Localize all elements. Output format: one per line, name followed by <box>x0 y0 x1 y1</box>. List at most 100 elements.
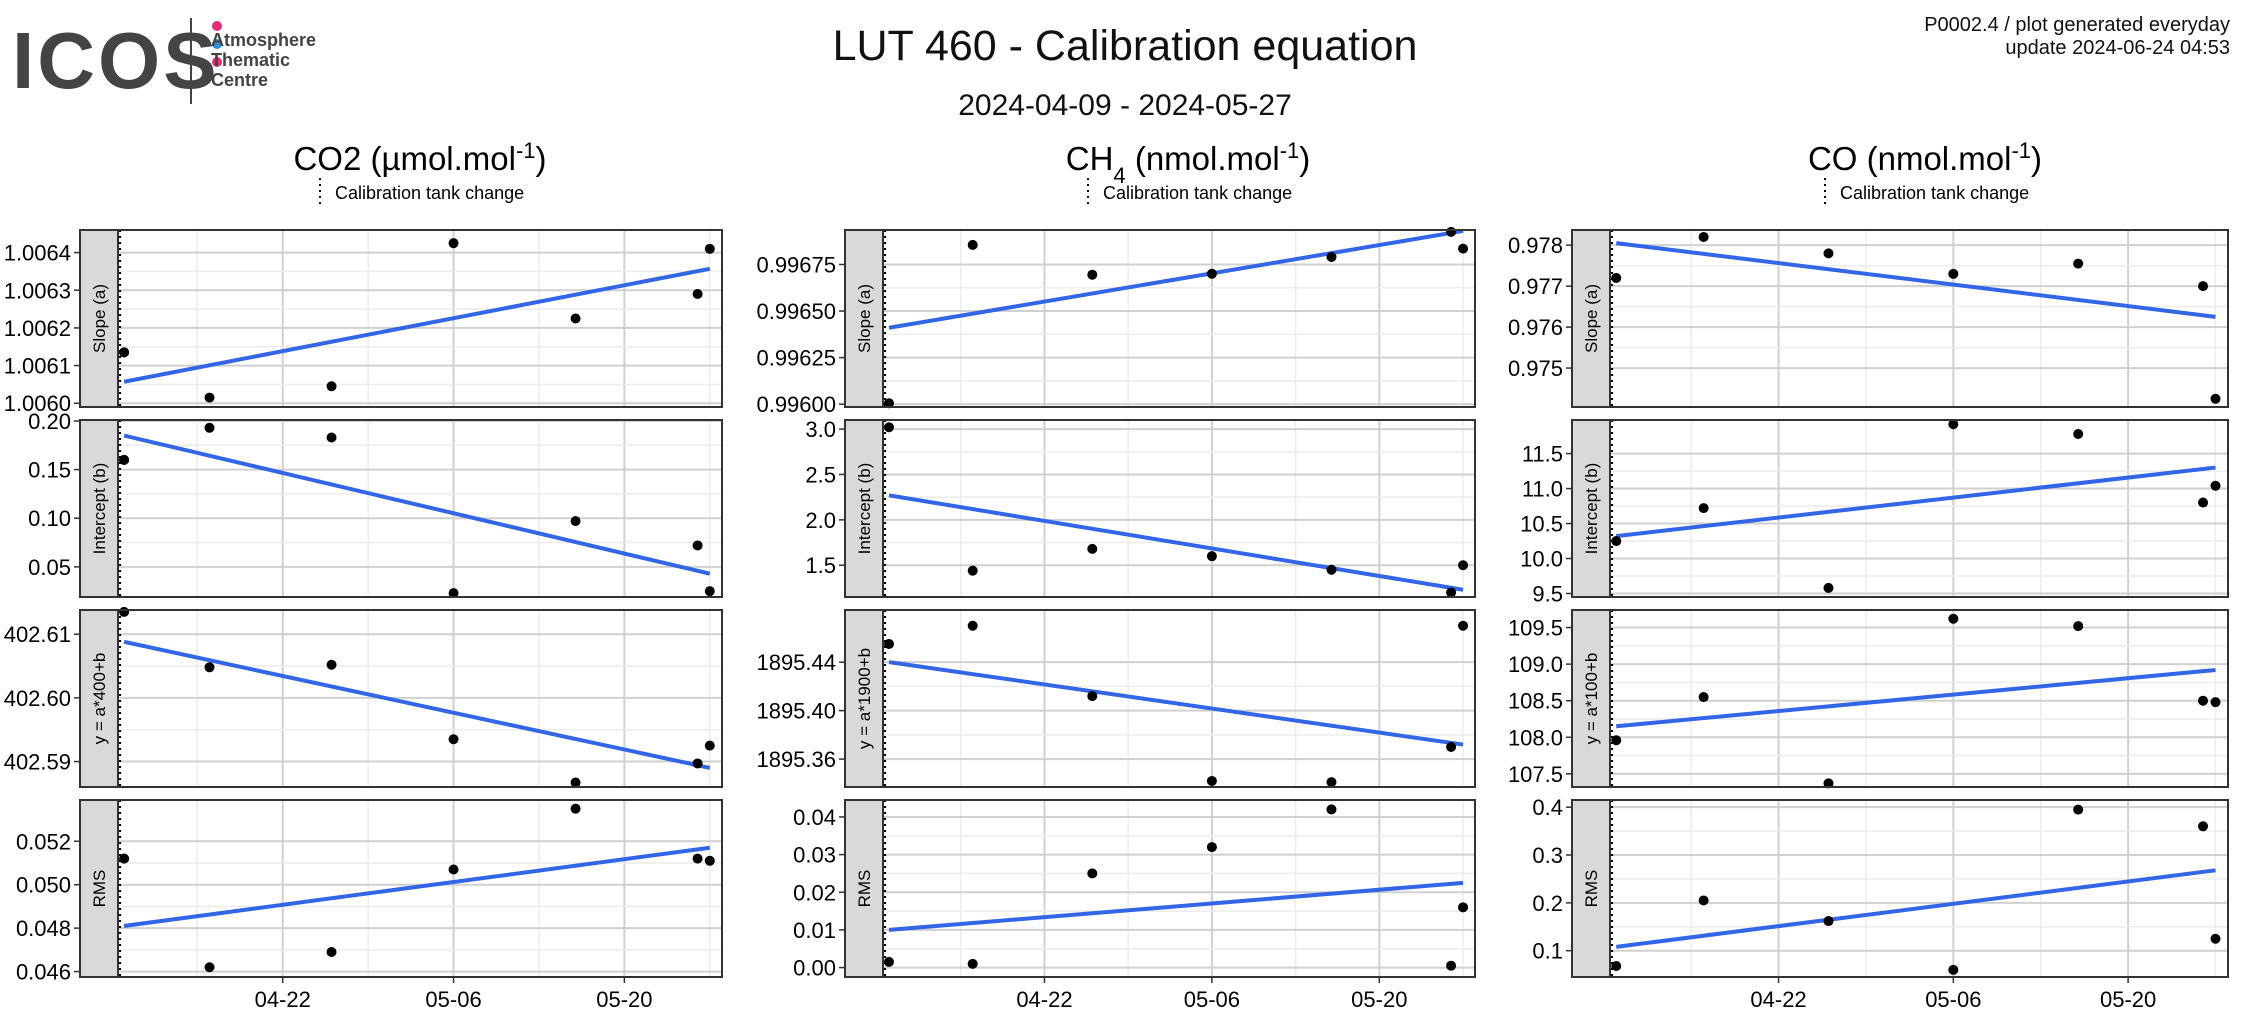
data-point <box>1207 776 1217 786</box>
panel-slope-a-: Slope (a) 0.975 0.976 0.977 0.978 <box>1508 230 2228 407</box>
data-point <box>2198 821 2208 831</box>
data-point <box>1458 244 1468 254</box>
panel-strip-label: y = a*1900+b <box>855 648 874 749</box>
panel-background <box>118 230 722 407</box>
y-tick-label: 0.1 <box>1532 939 1563 964</box>
data-point <box>705 586 715 596</box>
y-tick-label: 0.976 <box>1508 315 1563 340</box>
x-tick-label: 05-06 <box>425 987 481 1012</box>
panel-slope-a-: Slope (a) 1.0060 1.0061 1.0062 1.0063 1.0064 <box>4 230 722 416</box>
panel-strip-label: Slope (a) <box>90 284 109 353</box>
y-tick-label: 0.052 <box>16 829 71 854</box>
panel-y-a-1900-b: y = a*1900+b 1895.36 1895.40 1895.44 <box>756 610 1475 787</box>
data-point <box>1611 735 1621 745</box>
legend-label: Calibration tank change <box>1103 183 1292 203</box>
x-tick-label: 05-06 <box>1184 987 1240 1012</box>
data-point <box>2211 697 2221 707</box>
legend-label: Calibration tank change <box>1840 183 2029 203</box>
data-point <box>705 741 715 751</box>
y-tick-label: 1.0062 <box>4 316 71 341</box>
data-point <box>2073 259 2083 269</box>
panel-rms: RMS0.000.010.020.030.04 <box>793 800 1475 981</box>
x-tick-label: 05-20 <box>1351 987 1407 1012</box>
data-point <box>1699 503 1709 513</box>
y-tick-label: 107.5 <box>1508 762 1563 787</box>
data-point <box>2198 281 2208 291</box>
y-tick-label: 3.0 <box>805 417 836 442</box>
data-point <box>693 758 703 768</box>
data-point <box>1611 961 1621 971</box>
data-point <box>205 662 215 672</box>
data-point <box>205 423 215 433</box>
panel-strip-label: Slope (a) <box>1582 284 1601 353</box>
data-point <box>449 734 459 744</box>
y-tick-label: 1895.44 <box>756 650 836 675</box>
x-tick-label: 04-22 <box>1016 987 1072 1012</box>
data-point <box>1207 842 1217 852</box>
panel-rms: RMS0.10.20.30.4 <box>1532 795 2228 977</box>
data-point <box>1948 965 1958 975</box>
data-point <box>1458 902 1468 912</box>
y-tick-label: 0.046 <box>16 960 71 985</box>
y-tick-label: 1.0064 <box>4 241 71 266</box>
data-point <box>205 962 215 972</box>
data-point <box>968 959 978 969</box>
panel-strip-label: RMS <box>90 870 109 908</box>
y-tick-label: 0.04 <box>793 805 836 830</box>
y-tick-label: 9.5 <box>1532 582 1563 607</box>
panel-y-a-100-b: y = a*100+b 107.5 108.0 108.5 109.0 109.5 <box>1508 610 2228 788</box>
y-tick-label: 1.0063 <box>4 278 71 303</box>
data-point <box>968 621 978 631</box>
panel-background <box>1610 230 2228 407</box>
data-point <box>1458 621 1468 631</box>
data-point <box>2198 696 2208 706</box>
data-point <box>2211 481 2221 491</box>
data-point <box>1699 232 1709 242</box>
y-tick-label: 0.99650 <box>756 299 836 324</box>
y-tick-label: 0.00 <box>793 956 836 981</box>
y-tick-label: 0.977 <box>1508 274 1563 299</box>
chart-co: CO (nmol.mol-1)Calibration tank changeSl… <box>1508 138 2228 1013</box>
data-point <box>119 854 129 864</box>
data-point <box>2211 934 2221 944</box>
y-tick-label: 0.10 <box>28 506 71 531</box>
chart-page: ICOS Atmosphere Thematic Centre LUT 460 … <box>0 0 2250 1020</box>
data-point <box>449 864 459 874</box>
y-tick-label: 10.0 <box>1520 547 1563 572</box>
data-point <box>1087 544 1097 554</box>
panel-slope-a-: Slope (a) 0.99600 0.99625 0.99650 0.99675 <box>756 227 1475 417</box>
data-point <box>1823 248 1833 258</box>
y-tick-label: 402.61 <box>4 622 71 647</box>
data-point <box>119 347 129 357</box>
data-point <box>327 381 337 391</box>
data-point <box>1087 868 1097 878</box>
y-tick-label: 2.0 <box>805 508 836 533</box>
y-tick-label: 0.15 <box>28 458 71 483</box>
data-point <box>1446 742 1456 752</box>
y-tick-label: 1895.36 <box>756 747 836 772</box>
panel-background <box>883 610 1475 787</box>
data-point <box>705 856 715 866</box>
panel-strip-label: Intercept (b) <box>90 463 109 555</box>
data-point <box>1207 269 1217 279</box>
panel-intercept-b-: Intercept (b)1.52.02.53.0 <box>805 417 1475 597</box>
y-tick-label: 2.5 <box>805 462 836 487</box>
data-point <box>1611 273 1621 283</box>
data-point <box>571 314 581 324</box>
y-tick-label: 108.0 <box>1508 725 1563 750</box>
panel-intercept-b-: Intercept (b)9.510.010.511.011.5 <box>1520 419 2228 606</box>
data-point <box>1446 227 1456 237</box>
y-tick-label: 0.20 <box>28 409 71 434</box>
data-point <box>1948 269 1958 279</box>
data-point <box>1458 560 1468 570</box>
y-tick-label: 0.02 <box>793 880 836 905</box>
panel-intercept-b-: Intercept (b) 0.05 0.10 0.15 0.20 <box>28 409 722 598</box>
chart-ch4: CH4 (nmol.mol-1)Calibration tank changeS… <box>756 138 1475 1013</box>
data-point <box>1823 916 1833 926</box>
y-tick-label: 11.5 <box>1522 442 1563 467</box>
data-point <box>119 455 129 465</box>
y-tick-label: 0.05 <box>28 555 71 580</box>
data-point <box>968 566 978 576</box>
panel-strip-label: y = a*100+b <box>1582 653 1601 745</box>
data-point <box>327 433 337 443</box>
